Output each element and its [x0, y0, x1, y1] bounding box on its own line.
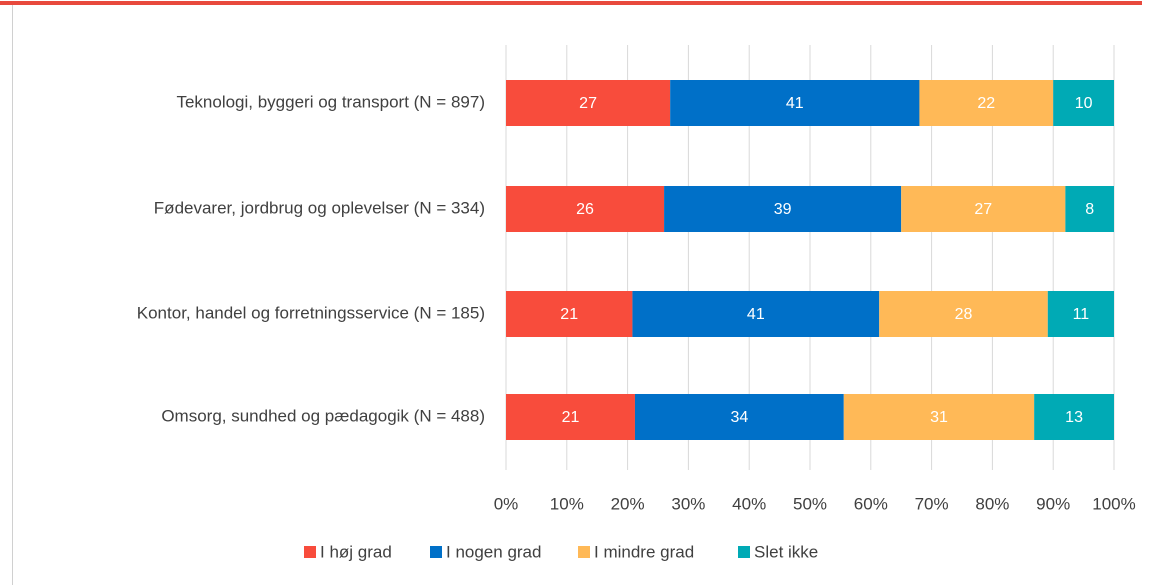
bar-segment	[506, 291, 633, 337]
x-tick-label: 70%	[915, 494, 949, 513]
bar-segment	[632, 291, 880, 337]
legend-swatch	[304, 546, 316, 558]
legend-label: Slet ikke	[754, 542, 818, 561]
bar-segment	[1065, 186, 1114, 232]
bar-segment	[879, 291, 1048, 337]
x-tick-label: 0%	[494, 494, 519, 513]
bar-segment	[664, 186, 902, 232]
data-label: 28	[955, 306, 973, 323]
bar-segment	[1047, 291, 1114, 337]
data-label: 41	[747, 306, 765, 323]
data-label: 21	[562, 409, 580, 426]
bar-segment	[919, 80, 1054, 126]
legend-swatch	[430, 546, 442, 558]
data-label: 26	[576, 201, 594, 218]
data-label: 13	[1065, 409, 1083, 426]
x-tick-label: 30%	[671, 494, 705, 513]
data-label: 8	[1085, 201, 1094, 218]
bar-segment	[506, 394, 635, 440]
data-label: 27	[579, 95, 597, 112]
top-rule	[0, 1, 1142, 5]
data-label: 10	[1075, 95, 1093, 112]
bar-segment	[1034, 394, 1114, 440]
bar-segment	[1053, 80, 1114, 126]
bar-segment	[670, 80, 920, 126]
x-tick-label: 40%	[732, 494, 766, 513]
data-label: 27	[974, 201, 992, 218]
category-label: Teknologi, byggeri og transport (N = 897…	[176, 92, 485, 111]
data-label: 41	[786, 95, 804, 112]
bar-segment	[901, 186, 1066, 232]
legend-label: I høj grad	[320, 542, 392, 561]
x-tick-label: 80%	[975, 494, 1009, 513]
legend-label: I nogen grad	[446, 542, 541, 561]
category-label: Omsorg, sundhed og pædagogik (N = 488)	[161, 406, 485, 425]
x-tick-label: 60%	[854, 494, 888, 513]
category-label: Kontor, handel og forretningsservice (N …	[137, 303, 485, 322]
x-tick-label: 90%	[1036, 494, 1070, 513]
legend-label: I mindre grad	[594, 542, 694, 561]
data-label: 31	[930, 409, 948, 426]
legend-swatch	[578, 546, 590, 558]
x-tick-label: 10%	[550, 494, 584, 513]
bar-segment	[506, 186, 665, 232]
data-label: 34	[730, 409, 748, 426]
data-label: 22	[977, 95, 995, 112]
x-tick-label: 50%	[793, 494, 827, 513]
bar-segment	[843, 394, 1035, 440]
data-label: 39	[774, 201, 792, 218]
category-label: Fødevarer, jordbrug og oplevelser (N = 3…	[154, 198, 485, 217]
bar-segment	[634, 394, 844, 440]
x-tick-label: 100%	[1092, 494, 1135, 513]
data-label: 21	[560, 306, 578, 323]
legend-swatch	[738, 546, 750, 558]
data-label: 11	[1073, 306, 1090, 323]
x-tick-label: 20%	[611, 494, 645, 513]
bar-segment	[506, 80, 671, 126]
